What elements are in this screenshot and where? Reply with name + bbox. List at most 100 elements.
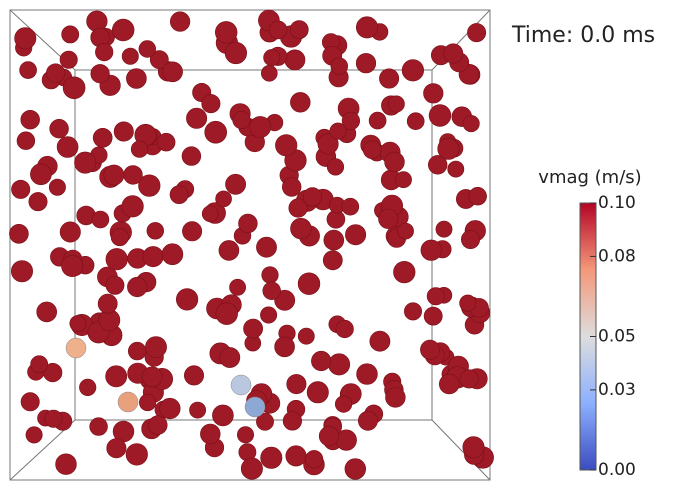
particle: [459, 369, 479, 389]
particle: [443, 43, 464, 64]
particle: [322, 250, 343, 271]
particle: [460, 230, 480, 250]
particle: [130, 140, 149, 158]
particle: [218, 240, 240, 261]
particle: [328, 353, 351, 376]
particle: [20, 392, 40, 412]
particle: [182, 221, 203, 242]
particle: [345, 224, 367, 246]
colorbar-tick-label: 0.00: [598, 460, 636, 480]
particle: [148, 415, 168, 435]
particle: [384, 151, 405, 173]
colorbar-tick-label: 0.10: [598, 193, 636, 213]
particle: [103, 164, 125, 186]
particle: [126, 68, 147, 89]
particle: [261, 266, 279, 284]
particle: [128, 341, 147, 361]
particle: [330, 57, 348, 75]
particle: [378, 208, 399, 229]
particle: [28, 192, 48, 212]
particle: [397, 222, 414, 240]
particle: [230, 374, 252, 396]
particle: [65, 337, 87, 359]
particle: [369, 330, 391, 352]
particle: [16, 131, 36, 150]
particle: [61, 255, 84, 278]
particle: [157, 133, 176, 152]
particle: [169, 185, 189, 205]
particle: [121, 195, 144, 218]
particle: [176, 288, 199, 311]
particle: [25, 426, 43, 444]
particle: [200, 423, 221, 445]
particle: [435, 220, 453, 238]
particle: [428, 155, 448, 175]
particle: [437, 137, 460, 160]
particle: [189, 401, 207, 419]
particle: [159, 397, 181, 420]
particle: [238, 213, 258, 234]
particle: [19, 61, 37, 79]
particle: [9, 224, 29, 244]
particle: [49, 118, 69, 139]
particle: [286, 374, 307, 395]
colorbar-tick-label: 0.08: [598, 246, 636, 266]
particle: [274, 336, 295, 358]
particle: [282, 411, 303, 431]
particle: [212, 404, 234, 427]
particle: [184, 365, 205, 386]
particle: [362, 140, 382, 160]
particle: [393, 261, 416, 284]
particle: [111, 18, 135, 42]
particle: [335, 395, 353, 413]
particle: [395, 171, 412, 189]
particle: [355, 53, 377, 74]
particle: [302, 187, 323, 207]
particle: [423, 306, 443, 326]
particle: [59, 221, 81, 243]
colorbar-tick-label: 0.03: [598, 380, 636, 400]
particle: [341, 197, 360, 216]
particle: [113, 121, 134, 142]
particle: [355, 16, 378, 39]
particle: [225, 173, 247, 195]
particle: [240, 457, 263, 480]
particle: [323, 229, 345, 251]
time-label: Time: 0.0 ms: [511, 23, 655, 48]
particle: [341, 111, 361, 130]
particle: [297, 327, 315, 345]
particle: [262, 281, 281, 300]
particle: [467, 23, 487, 43]
particle: [170, 11, 191, 32]
particle: [121, 47, 139, 65]
particle: [368, 111, 387, 130]
particle: [142, 246, 164, 268]
particle: [318, 426, 340, 447]
particle: [468, 187, 487, 206]
particle: [406, 112, 425, 130]
particle: [401, 59, 425, 82]
particle: [289, 20, 309, 40]
particle: [305, 450, 324, 469]
particle: [329, 122, 347, 140]
particle: [145, 336, 167, 359]
particle: [201, 94, 221, 114]
particle: [149, 50, 169, 70]
edge: [431, 419, 491, 481]
particle: [256, 236, 277, 258]
particle: [90, 64, 110, 84]
particle: [260, 65, 278, 82]
particle: [244, 396, 266, 418]
particle: [462, 436, 485, 459]
particle: [36, 301, 58, 323]
particle: [428, 104, 452, 127]
particle: [201, 205, 219, 223]
particle: [232, 111, 251, 130]
particle: [138, 174, 161, 197]
particle: [447, 160, 465, 178]
particle: [30, 163, 52, 185]
particle: [237, 426, 255, 444]
particle: [403, 302, 422, 321]
particle: [311, 350, 332, 372]
particle: [215, 302, 238, 325]
